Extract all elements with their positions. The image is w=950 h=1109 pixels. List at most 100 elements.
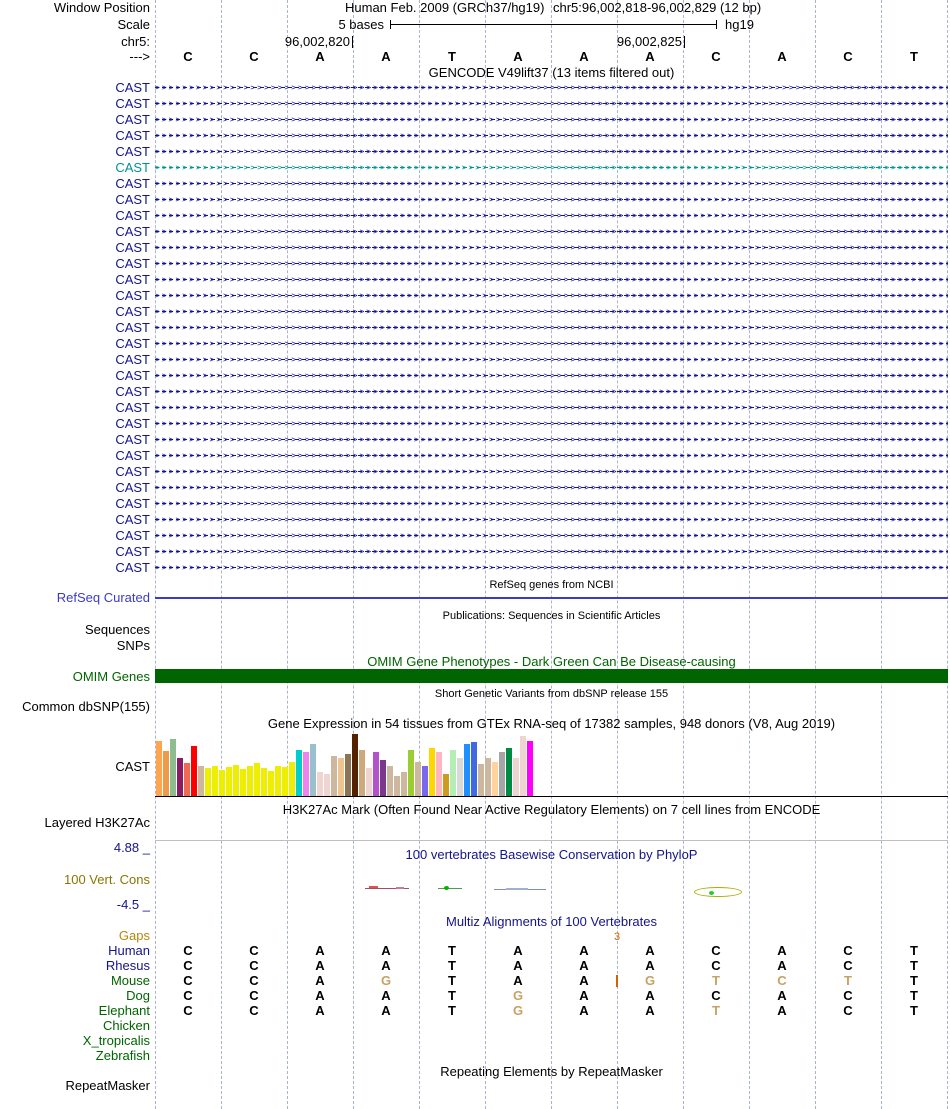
gtex-expression-bar[interactable] — [338, 758, 344, 796]
gtex-expression-bar[interactable] — [408, 750, 414, 796]
gtex-expression-bar[interactable] — [527, 741, 533, 796]
gtex-expression-bar[interactable] — [268, 771, 274, 796]
species-label: X_tropicalis — [82, 1033, 150, 1048]
gtex-expression-bar[interactable] — [324, 774, 330, 796]
gtex-expression-bar[interactable] — [310, 744, 316, 796]
gtex-expression-bar[interactable] — [520, 736, 526, 796]
gtex-expression-bar[interactable] — [394, 776, 400, 796]
gtex-expression-bar[interactable] — [415, 762, 421, 796]
gtex-expression-bar[interactable] — [303, 752, 309, 796]
gencode-gene-row[interactable]: >>>>>>>>>>>>>>>>>>>>>>>>>>>>>>>>>>>>>>>>… — [155, 464, 948, 480]
gencode-gene-row[interactable]: >>>>>>>>>>>>>>>>>>>>>>>>>>>>>>>>>>>>>>>>… — [155, 112, 948, 128]
gtex-expression-bar[interactable] — [233, 765, 239, 796]
gencode-gene-row[interactable]: >>>>>>>>>>>>>>>>>>>>>>>>>>>>>>>>>>>>>>>>… — [155, 256, 948, 272]
gencode-gene-row[interactable]: >>>>>>>>>>>>>>>>>>>>>>>>>>>>>>>>>>>>>>>>… — [155, 224, 948, 240]
alignment-base: T — [448, 958, 456, 973]
gtex-expression-bar[interactable] — [177, 758, 183, 796]
gencode-gene-row[interactable]: >>>>>>>>>>>>>>>>>>>>>>>>>>>>>>>>>>>>>>>>… — [155, 336, 948, 352]
gencode-gene-row[interactable]: >>>>>>>>>>>>>>>>>>>>>>>>>>>>>>>>>>>>>>>>… — [155, 496, 948, 512]
window-coordinates: chr5:96,002,818-96,002,829 (12 bp) — [553, 0, 762, 15]
gencode-gene-row[interactable]: >>>>>>>>>>>>>>>>>>>>>>>>>>>>>>>>>>>>>>>>… — [155, 352, 948, 368]
gtex-expression-bar[interactable] — [219, 770, 225, 796]
omim-genes-label: OMIM Genes — [72, 669, 150, 684]
gtex-expression-bar[interactable] — [184, 763, 190, 796]
gtex-expression-bar[interactable] — [212, 766, 218, 796]
gencode-gene-row[interactable]: >>>>>>>>>>>>>>>>>>>>>>>>>>>>>>>>>>>>>>>>… — [155, 160, 948, 176]
refseq-gene-item[interactable] — [155, 597, 948, 599]
gencode-gene-row[interactable]: >>>>>>>>>>>>>>>>>>>>>>>>>>>>>>>>>>>>>>>>… — [155, 560, 948, 576]
h3k27ac-signal-line[interactable] — [155, 840, 948, 841]
gtex-expression-bar[interactable] — [499, 752, 505, 796]
gtex-expression-bar[interactable] — [429, 748, 435, 796]
gtex-expression-bar[interactable] — [331, 756, 337, 796]
gaps-row-label: Gaps — [118, 928, 150, 943]
gencode-gene-row[interactable]: >>>>>>>>>>>>>>>>>>>>>>>>>>>>>>>>>>>>>>>>… — [155, 480, 948, 496]
gencode-gene-row[interactable]: >>>>>>>>>>>>>>>>>>>>>>>>>>>>>>>>>>>>>>>>… — [155, 128, 948, 144]
gtex-expression-bar[interactable] — [317, 772, 323, 796]
gtex-expression-bar[interactable] — [261, 768, 267, 796]
gtex-expression-bar[interactable] — [345, 754, 351, 796]
base-letter: A — [777, 49, 787, 64]
gencode-gene-row[interactable]: >>>>>>>>>>>>>>>>>>>>>>>>>>>>>>>>>>>>>>>>… — [155, 272, 948, 288]
gencode-gene-row[interactable]: >>>>>>>>>>>>>>>>>>>>>>>>>>>>>>>>>>>>>>>>… — [155, 544, 948, 560]
omim-gene-item[interactable] — [155, 669, 948, 683]
alignment-base: T — [448, 1003, 456, 1018]
gtex-expression-bar[interactable] — [513, 758, 519, 796]
gtex-expression-bar[interactable] — [191, 746, 197, 796]
gtex-expression-bar[interactable] — [254, 763, 260, 796]
gencode-gene-row[interactable]: >>>>>>>>>>>>>>>>>>>>>>>>>>>>>>>>>>>>>>>>… — [155, 368, 948, 384]
gtex-expression-bar[interactable] — [359, 750, 365, 796]
gtex-expression-bar[interactable] — [205, 768, 211, 796]
gtex-expression-bar[interactable] — [366, 768, 372, 796]
gencode-gene-row[interactable]: >>>>>>>>>>>>>>>>>>>>>>>>>>>>>>>>>>>>>>>>… — [155, 320, 948, 336]
gencode-gene-row[interactable]: >>>>>>>>>>>>>>>>>>>>>>>>>>>>>>>>>>>>>>>>… — [155, 80, 948, 96]
gtex-expression-bar[interactable] — [436, 752, 442, 796]
gencode-gene-row[interactable]: >>>>>>>>>>>>>>>>>>>>>>>>>>>>>>>>>>>>>>>>… — [155, 448, 948, 464]
gencode-gene-row[interactable]: >>>>>>>>>>>>>>>>>>>>>>>>>>>>>>>>>>>>>>>>… — [155, 528, 948, 544]
gtex-expression-bar[interactable] — [478, 764, 484, 796]
gencode-gene-row[interactable]: >>>>>>>>>>>>>>>>>>>>>>>>>>>>>>>>>>>>>>>>… — [155, 400, 948, 416]
gencode-gene-row[interactable]: >>>>>>>>>>>>>>>>>>>>>>>>>>>>>>>>>>>>>>>>… — [155, 304, 948, 320]
gtex-expression-bar[interactable] — [387, 766, 393, 796]
gencode-gene-row[interactable]: >>>>>>>>>>>>>>>>>>>>>>>>>>>>>>>>>>>>>>>>… — [155, 288, 948, 304]
gtex-expression-bar[interactable] — [170, 739, 176, 796]
gencode-gene-row[interactable]: >>>>>>>>>>>>>>>>>>>>>>>>>>>>>>>>>>>>>>>>… — [155, 240, 948, 256]
refseq-curated-label: RefSeq Curated — [56, 590, 150, 605]
gencode-gene-row[interactable]: >>>>>>>>>>>>>>>>>>>>>>>>>>>>>>>>>>>>>>>>… — [155, 96, 948, 112]
gencode-gene-row[interactable]: >>>>>>>>>>>>>>>>>>>>>>>>>>>>>>>>>>>>>>>>… — [155, 384, 948, 400]
gtex-expression-bar[interactable] — [471, 742, 477, 796]
gtex-expression-bar[interactable] — [373, 752, 379, 796]
gtex-expression-bar[interactable] — [296, 750, 302, 796]
gtex-expression-bar[interactable] — [352, 734, 358, 796]
gtex-expression-bar[interactable] — [443, 774, 449, 796]
gtex-expression-bar[interactable] — [380, 760, 386, 796]
gtex-expression-bar[interactable] — [226, 767, 232, 796]
gtex-expression-bar[interactable] — [282, 767, 288, 796]
gencode-gene-row[interactable]: >>>>>>>>>>>>>>>>>>>>>>>>>>>>>>>>>>>>>>>>… — [155, 176, 948, 192]
gtex-expression-bar[interactable] — [422, 766, 428, 796]
gtex-expression-bar[interactable] — [464, 744, 470, 796]
gtex-expression-bar[interactable] — [450, 750, 456, 796]
gencode-gene-row[interactable]: >>>>>>>>>>>>>>>>>>>>>>>>>>>>>>>>>>>>>>>>… — [155, 208, 948, 224]
gencode-gene-row[interactable]: >>>>>>>>>>>>>>>>>>>>>>>>>>>>>>>>>>>>>>>>… — [155, 144, 948, 160]
gtex-expression-bar[interactable] — [289, 762, 295, 796]
gtex-expression-bar[interactable] — [198, 766, 204, 796]
gtex-expression-bar[interactable] — [401, 772, 407, 796]
gencode-gene-row[interactable]: >>>>>>>>>>>>>>>>>>>>>>>>>>>>>>>>>>>>>>>>… — [155, 416, 948, 432]
alignment-base: C — [843, 1003, 853, 1018]
gtex-expression-bar[interactable] — [492, 762, 498, 796]
alignment-base: C — [843, 958, 853, 973]
gencode-gene-row[interactable]: >>>>>>>>>>>>>>>>>>>>>>>>>>>>>>>>>>>>>>>>… — [155, 192, 948, 208]
gtex-expression-bar[interactable] — [275, 766, 281, 796]
gtex-expression-bar[interactable] — [506, 748, 512, 796]
gtex-expression-bar[interactable] — [156, 741, 162, 796]
gencode-item-label: CAST — [115, 272, 150, 287]
gencode-item-label: CAST — [115, 496, 150, 511]
gtex-expression-bar[interactable] — [485, 758, 491, 796]
gtex-expression-bar[interactable] — [247, 766, 253, 796]
gencode-gene-row[interactable]: >>>>>>>>>>>>>>>>>>>>>>>>>>>>>>>>>>>>>>>>… — [155, 432, 948, 448]
gtex-expression-bar[interactable] — [457, 758, 463, 796]
gencode-gene-row[interactable]: >>>>>>>>>>>>>>>>>>>>>>>>>>>>>>>>>>>>>>>>… — [155, 512, 948, 528]
gtex-expression-bar[interactable] — [240, 769, 246, 796]
gtex-expression-bar[interactable] — [163, 751, 169, 796]
